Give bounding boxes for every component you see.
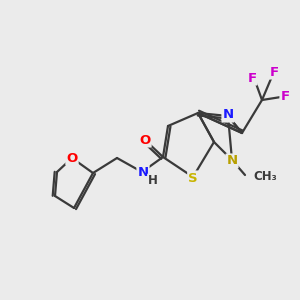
Text: O: O — [140, 134, 151, 146]
Text: S: S — [188, 172, 198, 184]
Text: N: N — [137, 166, 148, 178]
Text: F: F — [269, 65, 279, 79]
Text: N: N — [226, 154, 238, 167]
Text: N: N — [222, 109, 234, 122]
Text: F: F — [248, 71, 256, 85]
Text: H: H — [148, 175, 158, 188]
Text: CH₃: CH₃ — [253, 170, 277, 184]
Text: O: O — [66, 152, 78, 164]
Text: F: F — [280, 91, 290, 103]
